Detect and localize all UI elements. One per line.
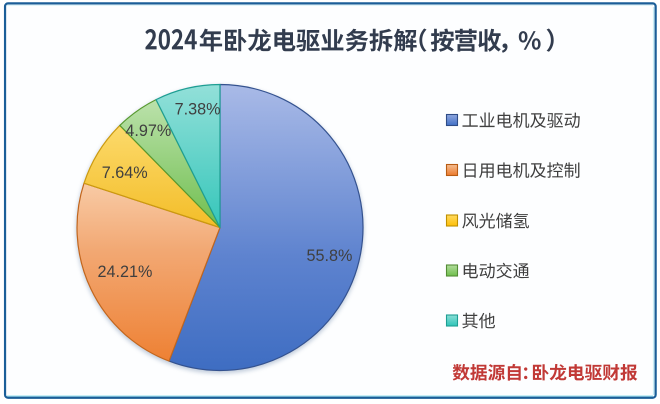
svg-text:24.21%: 24.21% [98, 263, 153, 281]
svg-text:55.8%: 55.8% [307, 247, 353, 265]
svg-text:4.97%: 4.97% [125, 122, 171, 140]
svg-text:7.38%: 7.38% [175, 100, 221, 118]
svg-text:7.64%: 7.64% [102, 164, 148, 182]
